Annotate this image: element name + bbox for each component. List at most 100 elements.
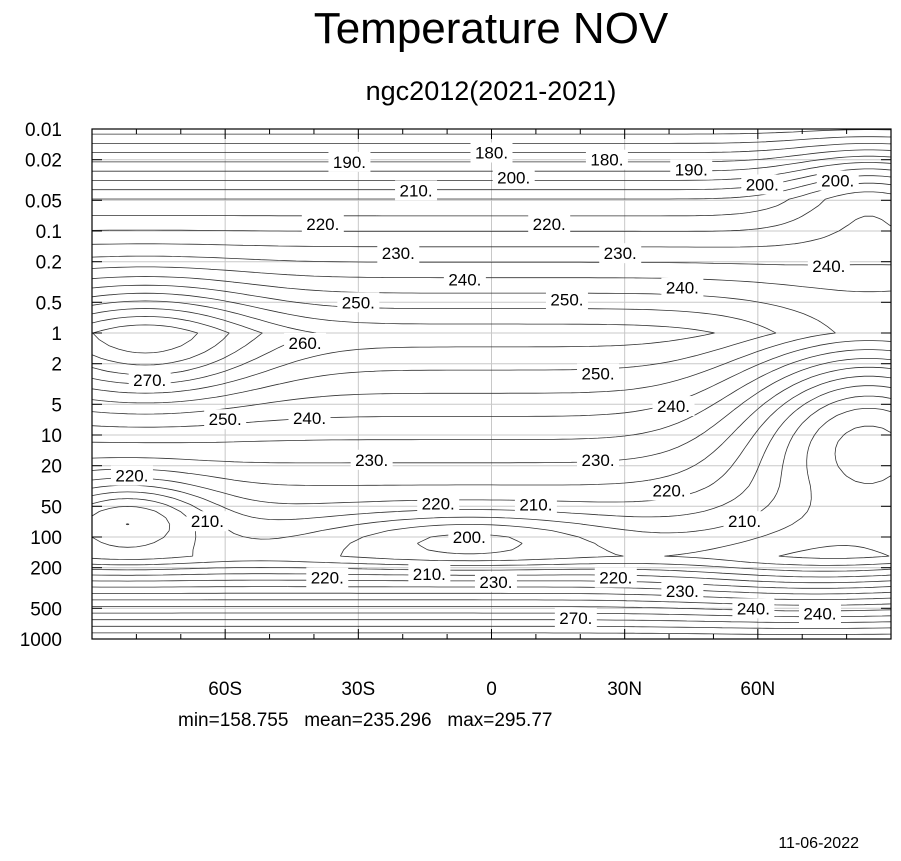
contour-label-bg: [128, 370, 171, 391]
y-tick-label: 0.01: [25, 120, 62, 141]
contour-label-bg: [288, 407, 331, 428]
contour-label-bg: [652, 396, 695, 417]
contour-label: 210.: [413, 565, 446, 584]
contour-label: 210.: [191, 512, 224, 531]
contour-label: 210.: [519, 495, 552, 514]
contour-label: 260.: [289, 334, 322, 353]
contour-label: 220.: [533, 215, 566, 234]
contour-label: 240.: [812, 257, 845, 276]
y-tick-label: 1000: [20, 630, 62, 651]
chart-title: Temperature NOV: [313, 4, 669, 53]
contour-label-bg: [395, 180, 438, 201]
contour-label: 220.: [599, 569, 632, 588]
y-tick-label: 1: [51, 324, 62, 345]
contour-label-bg: [284, 332, 327, 353]
contour-label-bg: [798, 603, 841, 624]
contour-label: 240.: [293, 409, 326, 428]
contour-label-bg: [528, 213, 571, 234]
contour-label: 200.: [497, 169, 530, 188]
y-tick-label: 50: [41, 497, 62, 518]
contour-line-235: [91, 255, 892, 600]
y-tick-label: 20: [41, 457, 62, 478]
contour-label-bg: [514, 494, 557, 515]
x-tick-label: 0: [486, 679, 497, 700]
contour-label-bg: [470, 142, 513, 163]
contour-label: 240.: [803, 604, 836, 623]
contour-label-bg: [301, 213, 344, 234]
contour-label: 250.: [581, 365, 614, 384]
contour-label-bg: [474, 571, 517, 592]
contour-label: 240.: [666, 279, 699, 298]
contour-label: 190.: [333, 153, 366, 172]
contour-label: 230.: [479, 573, 512, 592]
contour-label: 230.: [666, 582, 699, 601]
contour-label-bg: [328, 151, 371, 172]
contour-label: 210.: [728, 512, 761, 531]
y-tick-label: 0.2: [36, 253, 62, 274]
contour-label: 250.: [342, 293, 375, 312]
contour-label: 200.: [453, 528, 486, 547]
footer-date: 11-06-2022: [778, 835, 859, 852]
stats-line: min=158.755 mean=235.296 max=295.77: [178, 710, 553, 731]
y-tick-label: 2: [51, 355, 62, 376]
contour-label-bg: [186, 511, 229, 532]
contour-label: 220.: [311, 569, 344, 588]
contour-label-bg: [448, 527, 491, 547]
contour-label: 240.: [737, 599, 770, 618]
contour-label-bg: [204, 409, 247, 430]
x-tick-label: 60N: [740, 679, 775, 700]
contour-label: 230.: [382, 244, 415, 263]
contour-label: 230.: [581, 451, 614, 470]
contour-label: 220.: [653, 481, 686, 500]
contour-label-bg: [599, 243, 642, 264]
y-tick-label: 200: [30, 559, 62, 580]
contour-label: 270.: [133, 371, 166, 390]
contour-label: 220.: [115, 467, 148, 486]
contour-label: 180.: [590, 151, 623, 170]
contour-label-bg: [732, 598, 775, 619]
contour-label: 190.: [675, 161, 708, 180]
contour-label: 220.: [306, 215, 339, 234]
contour-line-180: [92, 129, 892, 135]
y-tick-label: 500: [30, 599, 62, 620]
contour-label: 230.: [355, 451, 388, 470]
contour-label-bg: [648, 480, 691, 501]
contour-label-bg: [577, 363, 620, 384]
contour-label: 240.: [657, 397, 690, 416]
contour-label-bg: [816, 170, 859, 191]
contour-label-bg: [545, 289, 588, 310]
contour-label-bg: [723, 511, 766, 532]
axis-ticks: 60S 30S 0 30N 60N 0.01 0.02 0.05 0.1 0.2 0.5 1 2 5 10 2…: [20, 120, 891, 700]
y-tick-label: 0.05: [25, 191, 62, 212]
y-tick-label: 0.5: [36, 293, 62, 314]
contour-label-bg: [807, 255, 850, 276]
contour-label-bg: [408, 563, 451, 584]
contour-label: 220.: [422, 495, 455, 514]
contour-label-bg: [377, 243, 420, 264]
contour-label-bg: [350, 449, 393, 470]
contour-label-bg: [443, 269, 486, 290]
contour-label-bg: [741, 174, 784, 195]
contour-label-bg: [492, 167, 535, 188]
x-tick-label: 30N: [607, 679, 642, 700]
contour-label: 230.: [604, 244, 637, 263]
contour-label: 250.: [209, 410, 242, 429]
y-tick-label: 5: [51, 395, 62, 416]
contour-line-205: [91, 162, 892, 566]
contour-label-bg: [670, 159, 713, 180]
contour-label-bg: [306, 567, 349, 588]
contour-label-bg: [661, 277, 704, 298]
contour-label-bg: [577, 449, 620, 470]
contour-label: 210.: [399, 181, 432, 200]
contour-label-bg: [337, 292, 380, 313]
chart-subtitle: ngc2012(2021-2021): [365, 76, 617, 106]
contour-label: 180.: [475, 144, 508, 163]
contour-line-275: [92, 324, 199, 354]
contour-label: 250.: [550, 291, 583, 310]
contour-line-270: [91, 316, 230, 366]
contour-label-bg: [554, 607, 597, 628]
contour-label: 240.: [448, 271, 481, 290]
y-tick-label: 10: [41, 426, 62, 447]
contour-label-bg: [585, 149, 628, 170]
